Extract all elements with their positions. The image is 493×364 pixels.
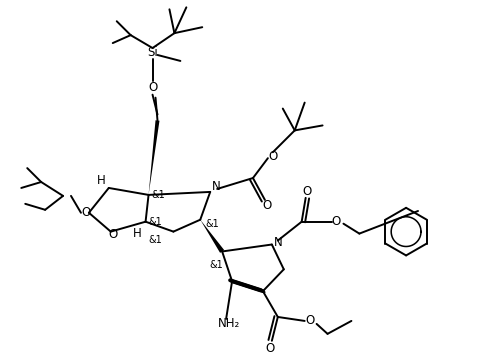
Text: O: O <box>108 228 117 241</box>
Polygon shape <box>200 220 224 253</box>
Text: O: O <box>148 81 157 94</box>
Text: O: O <box>332 215 341 228</box>
Text: O: O <box>81 206 91 219</box>
Polygon shape <box>148 120 159 195</box>
Text: O: O <box>265 342 275 355</box>
Text: O: O <box>305 314 314 328</box>
Text: H: H <box>97 174 105 186</box>
Text: N: N <box>212 181 220 193</box>
Text: &1: &1 <box>152 190 165 200</box>
Text: Si: Si <box>147 47 158 59</box>
Text: O: O <box>268 150 278 163</box>
Text: &1: &1 <box>210 260 223 270</box>
Text: N: N <box>274 236 282 249</box>
Text: H: H <box>133 227 142 240</box>
Text: &1: &1 <box>205 219 219 229</box>
Text: &1: &1 <box>149 217 162 227</box>
Text: O: O <box>262 199 272 212</box>
Text: &1: &1 <box>149 234 162 245</box>
Text: O: O <box>302 185 311 198</box>
Text: NH₂: NH₂ <box>218 317 241 331</box>
